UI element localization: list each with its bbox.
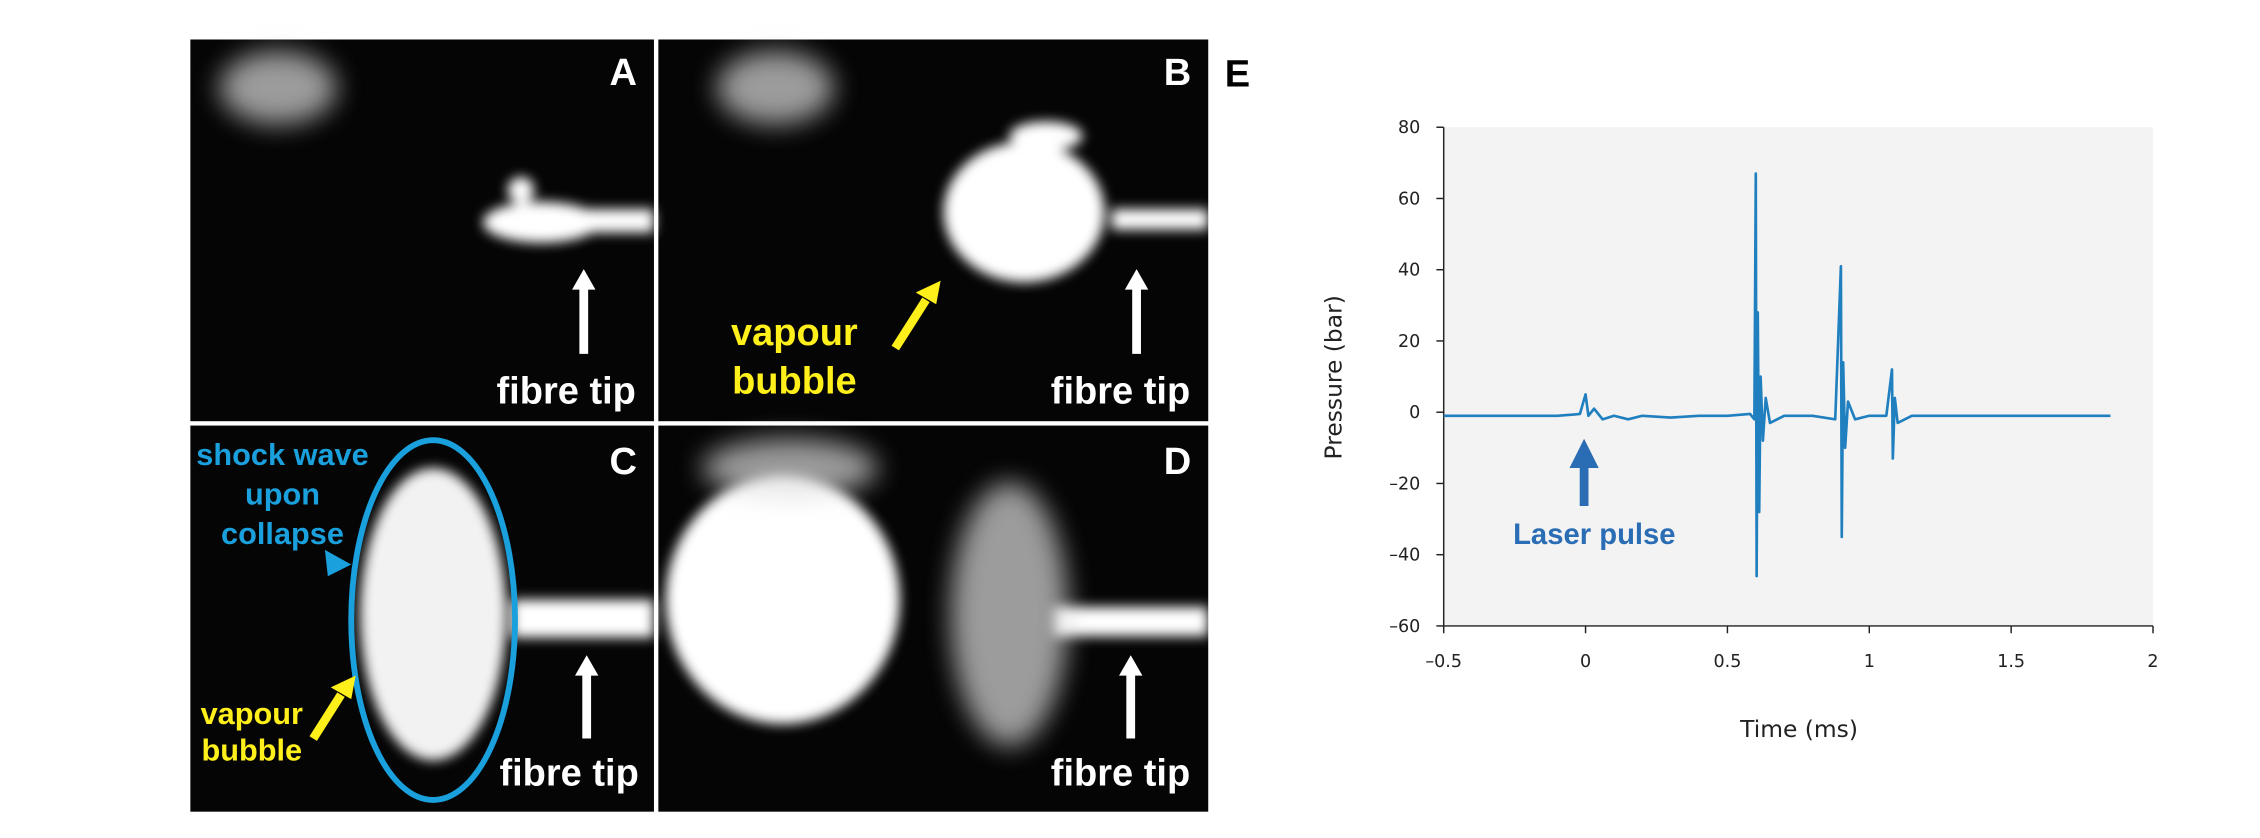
annotation-arrowhead (1569, 438, 1599, 468)
y-tick-label: 20 (1398, 332, 1420, 352)
x-tick-label: –0.5 (1425, 652, 1462, 672)
shock-label: shock wave (196, 437, 368, 472)
panel-label: E (1225, 53, 1250, 95)
bubble-label: bubble (201, 732, 302, 767)
blue-arrow (324, 549, 352, 577)
x-tick-label: 1.5 (1997, 652, 2025, 672)
bubble-label: vapour (731, 312, 858, 354)
x-tick-label: 2 (2147, 652, 2158, 672)
photo-content (360, 121, 1209, 761)
bubble-label: bubble (732, 360, 857, 402)
x-tick-label: 0 (1580, 652, 1591, 672)
annotation: Laser pulse (1513, 519, 1676, 551)
panel-label: C (610, 441, 637, 483)
panel-label: B (1164, 52, 1191, 94)
fibre-label: fibre tip (1051, 371, 1190, 413)
shock-label: upon (245, 477, 320, 512)
y-tick-label: 40 (1398, 261, 1420, 281)
fibre-label: fibre tip (1051, 752, 1190, 794)
x-axis-label: Time (ms) (1739, 715, 1858, 743)
panel-label: A (610, 52, 637, 94)
y-tick-label: 0 (1409, 403, 1420, 423)
fibre-label: fibre tip (499, 752, 638, 794)
fibre-label: fibre tip (497, 371, 636, 413)
panel-label: D (1164, 441, 1191, 483)
plot-area (1443, 127, 2154, 626)
shock-ellipse (348, 437, 518, 803)
y-tick-label: 60 (1398, 189, 1420, 209)
shock-label: collapse (221, 516, 344, 551)
y-tick-label: –40 (1389, 546, 1420, 566)
yellow-arrows (309, 280, 941, 741)
y-tick-label: 80 (1398, 118, 1420, 138)
photo-haze (219, 51, 1068, 746)
x-tick-label: 0.5 (1713, 652, 1741, 672)
arrows (572, 269, 1149, 739)
y-axis-label: Pressure (bar) (1319, 295, 1347, 459)
y-tick-label: –20 (1389, 474, 1420, 494)
pressure-line (1443, 172, 2111, 578)
bubble-label: vapour (201, 696, 303, 731)
x-tick-label: 1 (1864, 652, 1875, 672)
y-tick-label: –60 (1389, 617, 1420, 637)
